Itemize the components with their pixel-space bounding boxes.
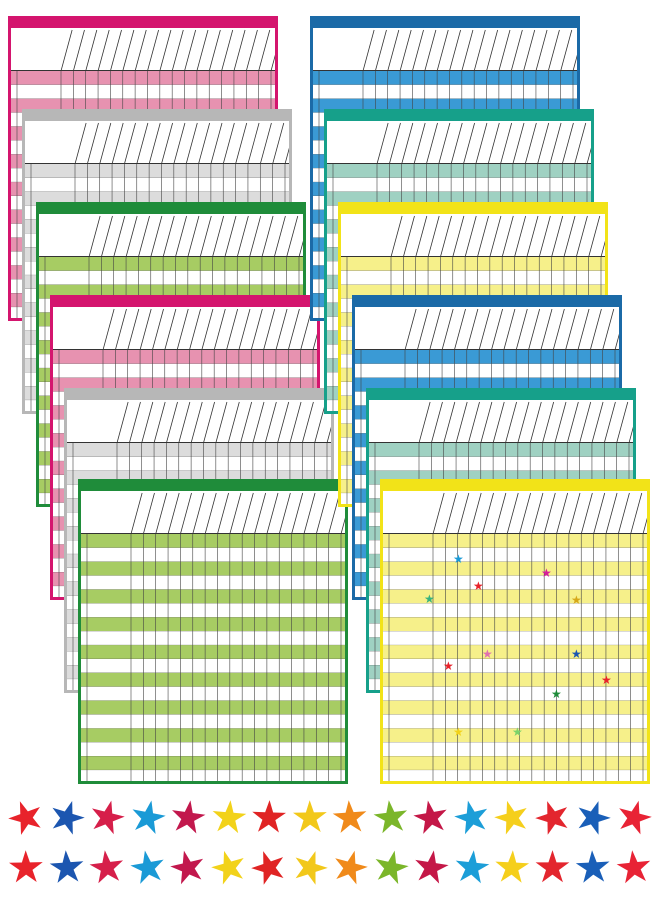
chart-color-band [327,112,591,121]
chart-header-slanted-columns [53,308,317,350]
chart-color-band [11,19,275,28]
placed-star-sticker-icon: ★ [424,592,435,606]
chart-rows-grid [81,534,345,781]
chart-header-slanted-columns [11,29,275,71]
star-sticker-icon: ★ [206,791,251,844]
placed-star-sticker-icon: ★ [473,579,484,593]
chart-color-band [383,482,647,491]
star-sticker-icon: ★ [491,842,534,893]
chart-header-slanted-columns [25,122,289,164]
chart-header-slanted-columns [81,492,345,534]
chart-header-slanted-columns [355,308,619,350]
chart-color-band [81,482,345,491]
chart-color-band [67,391,331,400]
placed-star-sticker-icon: ★ [551,687,562,701]
chart-color-band [25,112,289,121]
placed-star-sticker-icon: ★ [443,659,454,673]
star-sticker-icon: ★ [289,792,330,843]
chart-color-band [53,298,317,307]
chart-header-slanted-columns [39,215,303,257]
placed-star-sticker-icon: ★ [571,647,582,661]
placed-star-sticker-icon: ★ [453,552,464,566]
chart-rows-grid [383,534,647,781]
chart-header-slanted-columns [67,401,331,443]
chart-header-slanted-columns [383,492,647,534]
star-sticker-icon: ★ [571,842,614,893]
placed-star-sticker-icon: ★ [601,673,612,687]
chart-header-slanted-columns [313,29,577,71]
chart-color-band [39,205,303,214]
chart-header-slanted-columns [369,401,633,443]
left-chart-6-green [78,479,348,784]
right-chart-6-yellow [380,479,650,784]
star-sticker-icon: ★ [248,792,290,843]
chart-color-band [369,391,633,400]
star-sticker-icon: ★ [5,842,47,893]
chart-header-slanted-columns [327,122,591,164]
star-sticker-icon: ★ [611,841,656,894]
placed-star-sticker-icon: ★ [482,647,493,661]
placed-star-sticker-icon: ★ [453,725,464,739]
chart-color-band [341,205,605,214]
placed-star-sticker-icon: ★ [541,566,552,580]
chart-color-band [313,19,577,28]
chart-header-slanted-columns [341,215,605,257]
chart-color-band [355,298,619,307]
placed-star-sticker-icon: ★ [512,725,523,739]
placed-star-sticker-icon: ★ [571,593,582,607]
star-sticker-icon: ★ [532,843,573,892]
